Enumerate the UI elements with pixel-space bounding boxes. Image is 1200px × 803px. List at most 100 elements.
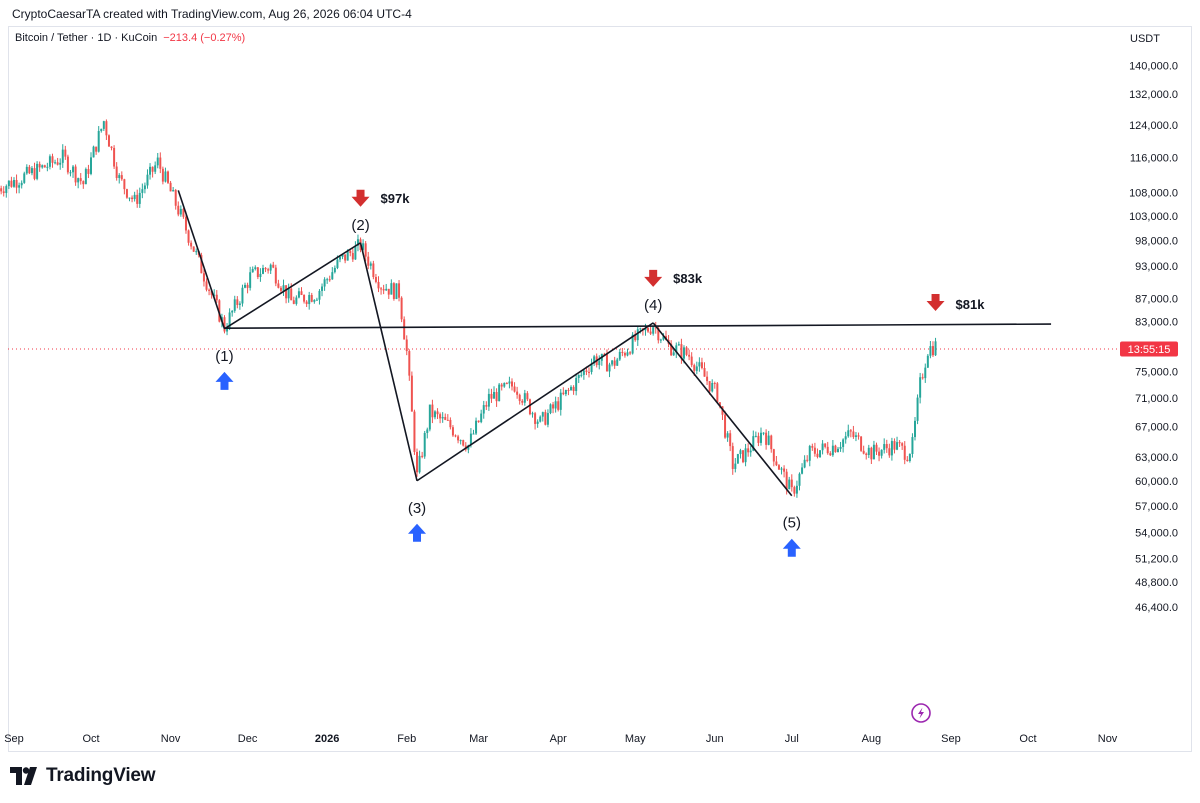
candle-body xyxy=(931,346,934,356)
y-tick-label: 54,000.0 xyxy=(1135,527,1178,539)
candle-body xyxy=(695,366,698,371)
candle-body xyxy=(821,443,824,451)
y-tick-label: 83,000.0 xyxy=(1135,317,1178,329)
symbol-legend[interactable]: Bitcoin / Tether · 1D · KuCoin −213.4 (−0… xyxy=(15,32,245,44)
candle-body xyxy=(608,364,611,372)
wave-segment xyxy=(177,190,226,330)
candle-body xyxy=(28,166,31,174)
candle-body xyxy=(795,485,798,494)
chart-header: CryptoCaesarTA created with TradingView.… xyxy=(12,7,412,21)
candle-body xyxy=(649,331,652,334)
candle-body xyxy=(819,450,822,458)
candle-body xyxy=(25,166,28,174)
candle-body xyxy=(929,346,932,356)
candle-body xyxy=(485,405,488,407)
candle-body xyxy=(315,299,318,301)
candle-body xyxy=(131,197,134,200)
candle-body xyxy=(236,299,239,305)
candle-body xyxy=(636,329,639,341)
candle-body xyxy=(110,146,113,148)
candle-body xyxy=(562,392,565,395)
candle-body xyxy=(54,162,57,164)
countdown-text: 13:55:15 xyxy=(1128,344,1171,356)
x-axis[interactable]: Sep Oct Nov Dec 2026 Feb Mar Apr May Jun Jul Aug Sep… xyxy=(4,733,1118,745)
brand-footer[interactable]: TradingView xyxy=(10,765,156,787)
down-arrow-icon xyxy=(644,269,663,287)
candle-body xyxy=(95,146,98,152)
candle-body xyxy=(849,430,852,432)
candle-body xyxy=(159,157,162,169)
chart-frame xyxy=(8,26,1192,752)
candle-body xyxy=(824,443,827,447)
up-arrow-icon xyxy=(782,538,801,557)
candle-body xyxy=(875,444,878,452)
wave-label: (2) xyxy=(351,217,369,234)
candle-body xyxy=(79,178,82,182)
price-target-label: $97k xyxy=(381,191,411,206)
candle-body xyxy=(898,442,901,444)
candle-body xyxy=(534,413,537,424)
candle-body xyxy=(734,463,737,469)
candle-body xyxy=(107,135,110,147)
candle-body xyxy=(623,352,626,356)
candle-body xyxy=(59,162,62,165)
candle-body xyxy=(528,399,531,415)
candle-body xyxy=(426,429,429,433)
candle-body xyxy=(772,449,775,462)
candle-body xyxy=(457,436,460,441)
x-tick-label: Jul xyxy=(785,733,799,745)
candle-body xyxy=(567,389,570,391)
candle-body xyxy=(215,294,218,301)
symbol-label: Bitcoin / Tether · 1D · KuCoin xyxy=(15,32,158,44)
candle-body xyxy=(36,163,39,179)
candles xyxy=(0,119,937,498)
candle-body xyxy=(164,171,167,182)
candle-body xyxy=(400,297,403,320)
candle-body xyxy=(238,303,241,305)
candle-body xyxy=(113,147,116,167)
candle-body xyxy=(226,328,229,332)
candle-body xyxy=(557,401,560,410)
candle-body xyxy=(813,447,816,454)
candle-body xyxy=(56,162,59,165)
x-tick-label: Oct xyxy=(82,733,99,745)
candle-body xyxy=(125,189,128,198)
candle-body xyxy=(174,190,177,206)
candle-body xyxy=(582,370,585,375)
candle-body xyxy=(454,435,457,437)
candle-body xyxy=(87,169,90,174)
candle-body xyxy=(323,279,326,287)
x-tick-label: Mar xyxy=(469,733,488,745)
candle-body xyxy=(703,368,706,377)
candle-body xyxy=(97,130,100,152)
candle-body xyxy=(374,276,377,282)
y-tick-label: 51,200.0 xyxy=(1135,554,1178,566)
x-tick-label: Nov xyxy=(1098,733,1118,745)
candle-body xyxy=(613,360,616,366)
y-tick-label: 124,000.0 xyxy=(1129,120,1178,132)
y-tick-label: 57,000.0 xyxy=(1135,501,1178,513)
candle-body xyxy=(826,446,829,454)
candle-body xyxy=(146,174,149,186)
wave-annotations: (1) (2) $97k (3) (4) $83k (5) $81k xyxy=(215,189,985,557)
candle-body xyxy=(72,166,75,173)
candle-body xyxy=(344,254,347,261)
candle-body xyxy=(706,376,709,382)
candle-body xyxy=(700,362,703,369)
lightning-icon[interactable] xyxy=(911,703,931,723)
currency-label[interactable]: USDT xyxy=(1130,33,1160,45)
candle-body xyxy=(51,156,54,163)
candle-body xyxy=(451,427,454,436)
candle-body xyxy=(793,487,796,494)
y-axis[interactable]: 140,000.0 132,000.0 124,000.0 116,000.0 108,… xyxy=(1129,60,1178,613)
candle-body xyxy=(254,267,257,270)
candle-body xyxy=(672,352,675,356)
candle-body xyxy=(867,447,870,456)
wave-label: (4) xyxy=(644,297,662,314)
candle-body xyxy=(924,367,927,379)
y-tick-label: 98,000.0 xyxy=(1135,235,1178,247)
candle-body xyxy=(228,312,231,329)
candle-body xyxy=(749,450,752,453)
candle-body xyxy=(444,416,447,420)
